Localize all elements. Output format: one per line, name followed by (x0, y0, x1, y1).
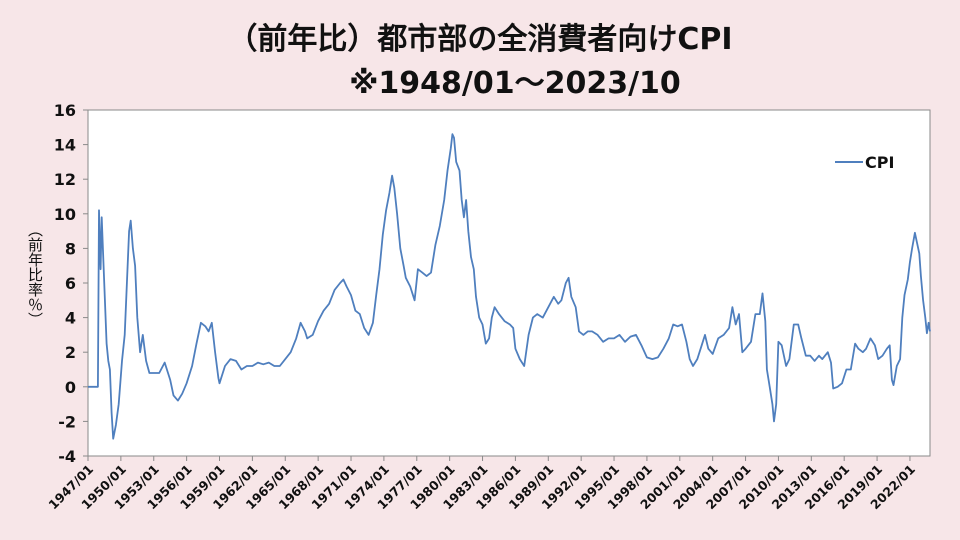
y-tick-label: 0 (65, 378, 76, 397)
y-tick-label: 6 (65, 274, 76, 293)
y-tick-label: 14 (54, 136, 76, 155)
y-tick-label: -4 (58, 447, 76, 466)
y-tick-label: 16 (54, 101, 76, 120)
y-tick-label: 4 (65, 309, 76, 328)
y-tick-label: 2 (65, 343, 76, 362)
plot-area-frame (88, 110, 930, 456)
y-tick-label: 12 (54, 170, 76, 189)
y-tick-label: -2 (58, 412, 76, 431)
y-tick-label: 10 (54, 205, 76, 224)
y-tick-label: 8 (65, 239, 76, 258)
legend-label-cpi: CPI (865, 153, 894, 172)
